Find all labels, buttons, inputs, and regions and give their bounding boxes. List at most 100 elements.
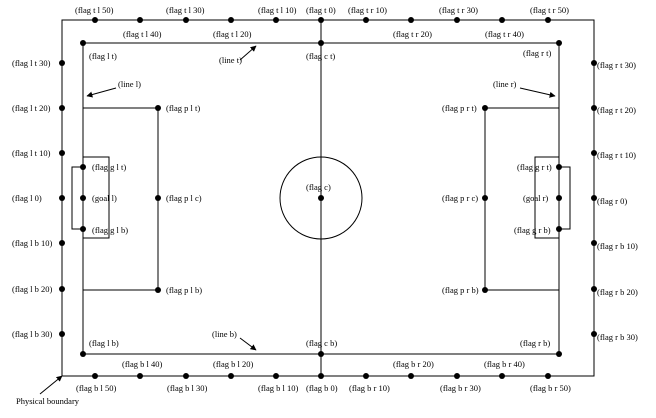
flag-dot (273, 17, 279, 23)
label-flag-t-r-10: (flag t r 10) (348, 5, 387, 15)
flag-dot (363, 373, 369, 379)
flag-dot (80, 164, 86, 170)
label-flag-t-l-40: (flag t l 40) (123, 29, 162, 39)
flag-dot (92, 373, 98, 379)
label-line-l: (line l) (118, 79, 141, 89)
flag-dot (408, 17, 414, 23)
flag-dot (155, 195, 161, 201)
label-flag-t-r-30: (flag t r 30) (439, 5, 478, 15)
flag-dot (318, 40, 324, 46)
label-flag-l-t: (flag l t) (89, 51, 117, 61)
flag-dot (59, 60, 65, 66)
label-flag-g-r-b: (flag g r b) (514, 225, 551, 235)
label-flag-b-0: (flag b 0) (306, 383, 338, 393)
label-flag-r-t-20: (flag r t 20) (597, 105, 636, 115)
flag-dot (318, 351, 324, 357)
flag-dot (183, 17, 189, 23)
flag-dot (273, 373, 279, 379)
label-goal-r: (goal r) (523, 193, 548, 203)
label-flag-p-l-b: (flag p l b) (166, 285, 202, 295)
label-flag-t-l-30: (flag t l 30) (166, 5, 205, 15)
label-flag-p-r-t: (flag p r t) (442, 103, 477, 113)
label-goal-l: (goal l) (92, 193, 117, 203)
flag-dot (591, 60, 597, 66)
label-flag-l-t-20: (flag l t 20) (12, 103, 51, 113)
label-flag-t-l-20: (flag t l 20) (213, 29, 252, 39)
label-flag-c: (flag c) (306, 182, 331, 192)
flag-dot (155, 287, 161, 293)
flag-dot (318, 17, 324, 23)
label-flag-t-r-20: (flag t r 20) (393, 29, 432, 39)
flag-dot (80, 195, 86, 201)
label-flag-l-b-10: (flag l b 10) (12, 238, 53, 248)
label-flag-c-b: (flag c b) (306, 338, 337, 348)
label-flag-t-r-40: (flag t r 40) (485, 29, 524, 39)
label-line-b: (line b) (212, 329, 237, 339)
label-flag-g-l-t: (flag g l t) (92, 162, 126, 172)
flag-dot (92, 17, 98, 23)
flag-dot (591, 150, 597, 156)
label-flag-l-b: (flag l b) (89, 338, 119, 348)
flag-dot (591, 286, 597, 292)
flag-dot (556, 164, 562, 170)
flag-dot (59, 331, 65, 337)
label-flag-r-b-20: (flag r b 20) (597, 287, 638, 297)
arrow-line-t (239, 45, 257, 61)
label-flag-p-l-c: (flag p l c) (166, 193, 202, 203)
label-flag-b-l-50: (flag b l 50) (76, 383, 117, 393)
flag-dot (591, 240, 597, 246)
label-flag-l-t-10: (flag l t 10) (12, 148, 51, 158)
label-flag-b-l-40: (flag b l 40) (122, 359, 163, 369)
flag-dot (545, 373, 551, 379)
label-line-r: (line r) (493, 79, 517, 89)
label-flag-r-t-10: (flag r t 10) (597, 150, 636, 160)
label-flag-r-b: (flag r b) (520, 338, 550, 348)
flag-dot (155, 105, 161, 111)
flag-labels: (flag t l 50) (flag t l 30) (flag t l 10… (12, 5, 638, 406)
flag-dot (591, 195, 597, 201)
flag-dot (454, 373, 460, 379)
flag-dot (482, 195, 488, 201)
label-flag-r-b-30: (flag r b 30) (597, 332, 638, 342)
flag-dot (80, 40, 86, 46)
flag-dot (556, 226, 562, 232)
label-flag-c-t: (flag c t) (306, 51, 335, 61)
flag-dot (363, 17, 369, 23)
label-flag-r-t: (flag r t) (523, 48, 551, 58)
arrow-physical-boundary (39, 375, 63, 395)
arrow-line-l (86, 87, 117, 98)
label-flag-b-l-30: (flag b l 30) (167, 383, 208, 393)
label-flag-g-r-t: (flag g r t) (517, 162, 552, 172)
label-flag-t-0: (flag t 0) (306, 5, 336, 15)
label-flag-b-l-10: (flag b l 10) (258, 383, 299, 393)
flag-dot (59, 195, 65, 201)
flag-dot (499, 17, 505, 23)
label-flag-p-r-b: (flag p r b) (442, 285, 479, 295)
label-flag-l-t-30: (flag l t 30) (12, 58, 51, 68)
flag-dot (482, 287, 488, 293)
flag-dot (408, 373, 414, 379)
label-flag-g-l-b: (flag g l b) (92, 225, 128, 235)
flag-markers (59, 17, 597, 379)
flag-dot (137, 17, 143, 23)
arrow-line-b (239, 337, 257, 351)
flag-dot (499, 373, 505, 379)
flag-dot (482, 105, 488, 111)
flag-dot (59, 105, 65, 111)
flag-dot (59, 150, 65, 156)
label-flag-t-r-50: (flag t r 50) (530, 5, 569, 15)
flag-dot (80, 226, 86, 232)
label-flag-r-t-30: (flag r t 30) (597, 60, 636, 70)
label-line-t: (line t) (219, 55, 242, 65)
label-flag-p-l-t: (flag p l t) (166, 103, 200, 113)
flag-dot (454, 17, 460, 23)
flag-dot (556, 40, 562, 46)
flag-dot (556, 195, 562, 201)
label-flag-b-r-20: (flag b r 20) (393, 359, 434, 369)
flag-dot (556, 351, 562, 357)
label-physical-boundary: Physical boundary (16, 396, 80, 406)
label-flag-l-0: (flag l 0) (12, 193, 42, 203)
flag-dot (183, 373, 189, 379)
label-flag-b-l-20: (flag b l 20) (213, 359, 254, 369)
